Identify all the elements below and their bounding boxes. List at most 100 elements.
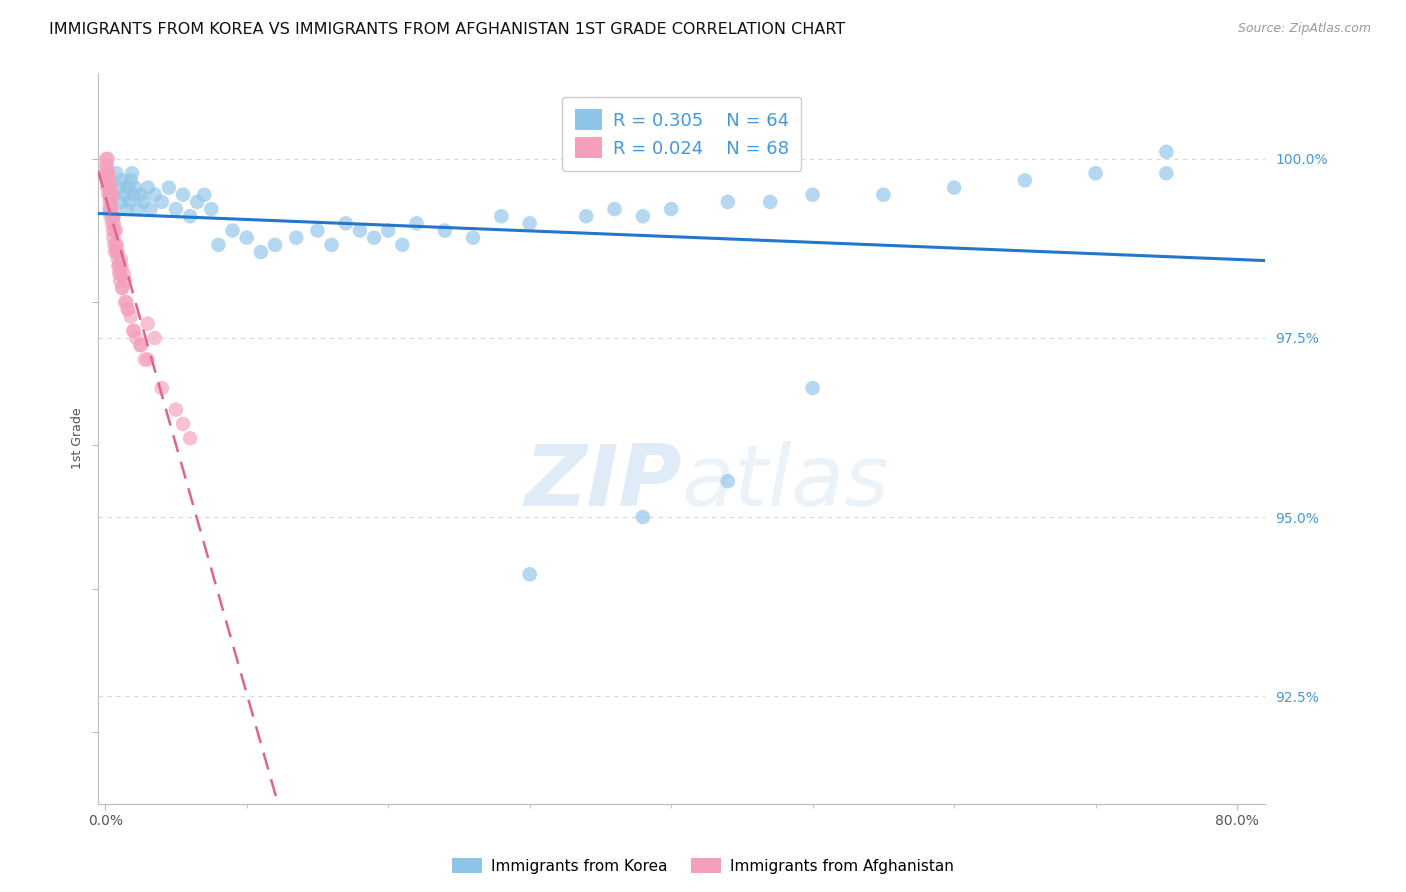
Point xyxy=(97,187,120,202)
Point xyxy=(97,166,120,180)
Point xyxy=(250,245,273,260)
Point xyxy=(129,338,152,352)
Point xyxy=(103,223,125,237)
Point xyxy=(134,352,156,367)
Point xyxy=(461,230,484,244)
Point xyxy=(114,187,136,202)
Point xyxy=(127,202,149,216)
Point xyxy=(104,238,127,252)
Point xyxy=(221,223,243,237)
Point xyxy=(97,173,120,187)
Point xyxy=(100,209,122,223)
Point xyxy=(110,252,132,267)
Point xyxy=(111,173,134,187)
Point xyxy=(96,173,118,187)
Point xyxy=(97,166,120,180)
Point xyxy=(110,260,132,274)
Point xyxy=(98,194,121,209)
Point xyxy=(200,202,222,216)
Point xyxy=(235,230,257,244)
Point xyxy=(659,202,682,216)
Point xyxy=(96,159,118,173)
Point xyxy=(285,230,308,244)
Point xyxy=(335,216,357,230)
Point xyxy=(603,202,626,216)
Point xyxy=(801,381,824,395)
Y-axis label: 1st Grade: 1st Grade xyxy=(72,408,84,469)
Point xyxy=(118,194,141,209)
Point xyxy=(110,194,132,209)
Point xyxy=(100,194,122,209)
Point xyxy=(172,417,194,431)
Point xyxy=(717,474,740,488)
Point xyxy=(103,216,125,230)
Point xyxy=(97,173,120,187)
Point xyxy=(111,281,134,295)
Point xyxy=(94,166,117,180)
Point xyxy=(100,202,122,216)
Point xyxy=(264,238,287,252)
Point xyxy=(103,238,125,252)
Point xyxy=(150,381,173,395)
Point xyxy=(139,202,162,216)
Point xyxy=(575,209,598,223)
Point xyxy=(759,194,782,209)
Point xyxy=(1014,173,1036,187)
Point xyxy=(101,216,124,230)
Point xyxy=(631,510,654,524)
Point xyxy=(107,252,129,267)
Point xyxy=(143,187,166,202)
Point xyxy=(491,209,513,223)
Point xyxy=(108,180,131,194)
Point xyxy=(103,230,125,244)
Point xyxy=(104,223,127,237)
Point xyxy=(105,245,128,260)
Legend: R = 0.305    N = 64, R = 0.024    N = 68: R = 0.305 N = 64, R = 0.024 N = 68 xyxy=(562,96,801,171)
Point xyxy=(101,209,124,223)
Text: IMMIGRANTS FROM KOREA VS IMMIGRANTS FROM AFGHANISTAN 1ST GRADE CORRELATION CHART: IMMIGRANTS FROM KOREA VS IMMIGRANTS FROM… xyxy=(49,22,845,37)
Text: ZIP: ZIP xyxy=(524,441,682,524)
Point xyxy=(96,159,118,173)
Point xyxy=(631,209,654,223)
Point xyxy=(96,152,118,166)
Point xyxy=(307,223,329,237)
Point xyxy=(136,352,159,367)
Point xyxy=(105,245,128,260)
Point xyxy=(98,180,121,194)
Point xyxy=(872,187,894,202)
Point xyxy=(115,202,138,216)
Point xyxy=(100,202,122,216)
Point xyxy=(519,567,541,582)
Text: atlas: atlas xyxy=(682,441,890,524)
Point xyxy=(96,180,118,194)
Point xyxy=(117,180,139,194)
Point xyxy=(121,166,143,180)
Point xyxy=(98,187,121,202)
Point xyxy=(377,223,399,237)
Point xyxy=(207,238,229,252)
Point xyxy=(120,173,142,187)
Point xyxy=(136,317,159,331)
Point xyxy=(114,274,136,288)
Point xyxy=(179,431,201,445)
Point xyxy=(433,223,456,237)
Text: Source: ZipAtlas.com: Source: ZipAtlas.com xyxy=(1237,22,1371,36)
Point xyxy=(129,187,152,202)
Point xyxy=(122,187,145,202)
Point xyxy=(96,166,118,180)
Point xyxy=(519,216,541,230)
Point xyxy=(97,152,120,166)
Point xyxy=(105,166,128,180)
Point xyxy=(124,180,146,194)
Point xyxy=(405,216,427,230)
Point xyxy=(108,274,131,288)
Point xyxy=(157,180,180,194)
Point xyxy=(150,194,173,209)
Point xyxy=(101,187,124,202)
Point xyxy=(114,295,136,310)
Point xyxy=(943,180,966,194)
Point xyxy=(101,223,124,237)
Legend: Immigrants from Korea, Immigrants from Afghanistan: Immigrants from Korea, Immigrants from A… xyxy=(446,852,960,880)
Point xyxy=(108,267,131,281)
Point xyxy=(108,267,131,281)
